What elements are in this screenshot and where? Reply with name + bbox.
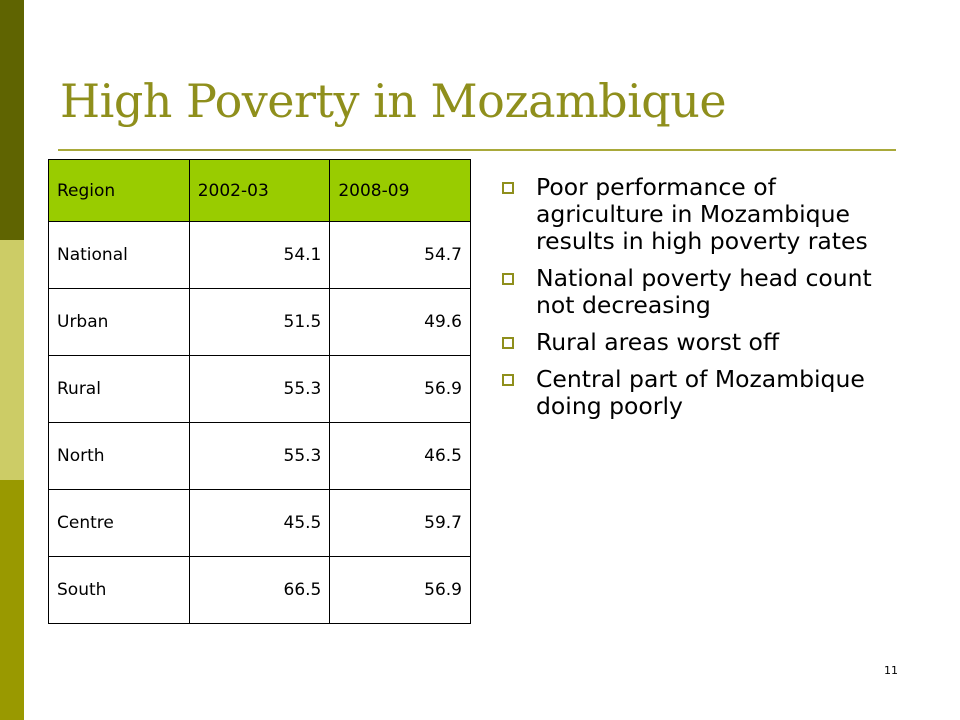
table-header-row: Region 2002-03 2008-09 xyxy=(48,159,471,222)
table-row: Urban 51.5 49.6 xyxy=(48,288,471,356)
table-cell-value: 55.3 xyxy=(188,422,331,490)
table-header-cell: Region xyxy=(48,159,190,222)
sidebar-stripe-top xyxy=(0,0,24,240)
page-number: 11 xyxy=(884,664,898,677)
table-cell-value: 54.7 xyxy=(329,221,471,289)
table-cell-value: 56.9 xyxy=(329,556,471,624)
poverty-table-container: Region 2002-03 2008-09 National 54.1 54.… xyxy=(48,159,471,624)
table-cell-value: 46.5 xyxy=(329,422,471,490)
table-cell-region: National xyxy=(48,221,190,289)
table-header-cell: 2002-03 xyxy=(188,159,331,222)
poverty-table: Region 2002-03 2008-09 National 54.1 54.… xyxy=(48,159,471,624)
table-row: North 55.3 46.5 xyxy=(48,422,471,490)
hollow-square-bullet-icon xyxy=(502,374,514,386)
table-cell-region: South xyxy=(48,556,190,624)
hollow-square-bullet-icon xyxy=(502,273,514,285)
bullet-item: Central part of Mozambique doing poorly xyxy=(500,366,910,420)
table-cell-value: 55.3 xyxy=(188,355,331,423)
table-cell-value: 59.7 xyxy=(329,489,471,557)
hollow-square-bullet-icon xyxy=(502,337,514,349)
table-cell-value: 54.1 xyxy=(188,221,331,289)
table-cell-region: Urban xyxy=(48,288,190,356)
table-row: National 54.1 54.7 xyxy=(48,221,471,289)
slide-title: High Poverty in Mozambique xyxy=(60,74,727,128)
sidebar-stripe-bottom xyxy=(0,480,24,720)
table-cell-value: 56.9 xyxy=(329,355,471,423)
table-cell-value: 51.5 xyxy=(188,288,331,356)
table-cell-region: North xyxy=(48,422,190,490)
table-cell-value: 45.5 xyxy=(188,489,331,557)
bullet-item: Poor performance of agriculture in Mozam… xyxy=(500,174,910,255)
table-cell-region: Rural xyxy=(48,355,190,423)
table-header-cell: 2008-09 xyxy=(329,159,471,222)
bullet-item: Rural areas worst off xyxy=(500,329,910,356)
table-row: South 66.5 56.9 xyxy=(48,556,471,624)
bullet-text: Rural areas worst off xyxy=(536,328,780,356)
table-row: Rural 55.3 56.9 xyxy=(48,355,471,423)
table-cell-value: 66.5 xyxy=(188,556,331,624)
bullet-list: Poor performance of agriculture in Mozam… xyxy=(500,174,910,430)
sidebar-stripe-middle xyxy=(0,240,24,480)
hollow-square-bullet-icon xyxy=(502,182,514,194)
bullet-text: National poverty head count not decreasi… xyxy=(536,264,872,319)
table-cell-region: Centre xyxy=(48,489,190,557)
bullet-item: National poverty head count not decreasi… xyxy=(500,265,910,319)
bullet-text: Poor performance of agriculture in Mozam… xyxy=(536,173,868,255)
bullet-text: Central part of Mozambique doing poorly xyxy=(536,365,865,420)
table-row: Centre 45.5 59.7 xyxy=(48,489,471,557)
title-divider xyxy=(58,149,896,151)
table-cell-value: 49.6 xyxy=(329,288,471,356)
